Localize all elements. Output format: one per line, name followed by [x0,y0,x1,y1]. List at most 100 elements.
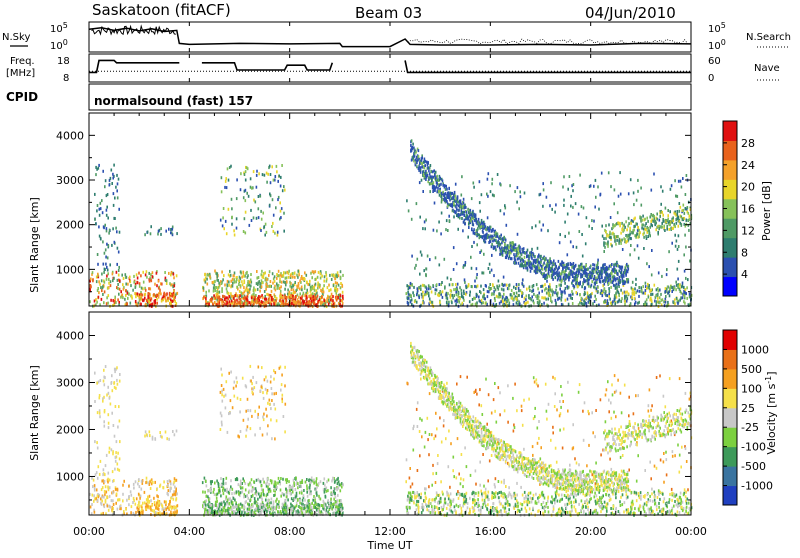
power-cell [249,288,251,291]
power-cell [523,247,525,250]
power-cell [437,187,439,190]
power-cell [581,302,583,305]
power-cell [563,204,565,207]
power-cell [326,297,328,300]
power-cell [136,273,138,276]
power-cell [674,234,676,237]
power-cell [140,293,142,296]
velocity-cell [147,481,149,484]
velocity-cell [173,490,175,493]
power-cell [522,278,524,281]
power-cell [335,281,337,284]
power-cell [484,297,486,300]
power-cell [333,274,335,277]
power-cell [246,297,248,300]
power-cell [643,231,645,234]
power-cell [306,274,308,277]
power-cell [301,286,303,289]
power-cell [299,292,301,295]
velocity-cell [337,494,339,497]
power-cell [294,300,296,303]
velocity-cell [135,480,137,483]
power-cell [325,271,327,274]
power-cell [558,266,560,269]
power-cell [587,291,589,294]
power-cell [285,283,287,286]
power-cell [406,199,408,202]
power-cell [496,241,498,244]
power-cell [277,234,279,237]
power-cell [340,299,342,302]
power-cell [597,290,599,293]
velocity-cell [101,496,103,499]
power-cell [279,280,281,283]
velocity-cell [216,480,218,483]
power-cell [466,211,468,214]
power-cell [678,260,680,263]
power-cell [558,277,560,280]
power-cell [111,169,113,172]
velocity-cell [339,499,341,502]
power-cell [447,205,449,208]
power-cell [470,209,472,212]
power-cell [622,248,624,251]
power-cell [168,272,170,275]
velocity-cell [140,512,142,515]
power-cell [449,199,451,202]
power-cell [659,301,661,304]
power-cell [236,227,238,230]
velocity-cell [340,489,342,492]
velocity-cell [302,499,304,502]
power-cell [490,240,492,243]
power-cell [683,204,685,207]
power-cell [656,303,658,306]
velocity-cell [138,501,140,504]
power-cell [673,286,675,289]
velocity-cell [293,479,295,482]
power-cell [213,290,215,293]
velocity-cell [247,494,249,497]
power-cell [160,227,162,230]
power-cell [481,299,483,302]
power-cell [455,290,457,293]
power-cell [299,287,301,290]
power-cell [243,286,245,289]
power-cell [240,172,242,175]
power-cell [257,288,259,291]
power-cell [485,285,487,288]
power-cell [540,261,542,264]
velocity-cell [293,481,295,484]
power-cell [145,293,147,296]
power-cell [165,299,167,302]
power-cell [578,213,580,216]
power-cell [240,298,242,301]
velocity-cell [111,448,113,451]
power-cell [463,198,465,201]
power-cell [619,270,621,273]
power-cell [288,276,290,279]
power-cell [464,211,466,214]
power-cell [147,231,149,234]
power-cell [241,291,243,294]
power-cell [100,202,102,205]
power-cell [446,301,448,304]
power-cell [464,278,466,281]
velocity-cell [105,365,107,368]
power-cell [149,277,151,280]
power-cell [255,200,257,203]
power-cell [487,195,489,198]
power-cell [106,296,108,299]
power-cell [291,286,293,289]
power-cell [688,229,690,232]
power-cell [465,293,467,296]
velocity-cell [114,468,116,471]
power-cell [108,232,110,235]
power-cell [149,296,151,299]
velocity-cell [304,499,306,502]
power-cell [278,284,280,287]
power-cell [321,275,323,278]
power-cell [169,296,171,299]
power-cell [214,301,216,304]
power-cell [221,282,223,285]
velocity-cell [205,499,207,502]
